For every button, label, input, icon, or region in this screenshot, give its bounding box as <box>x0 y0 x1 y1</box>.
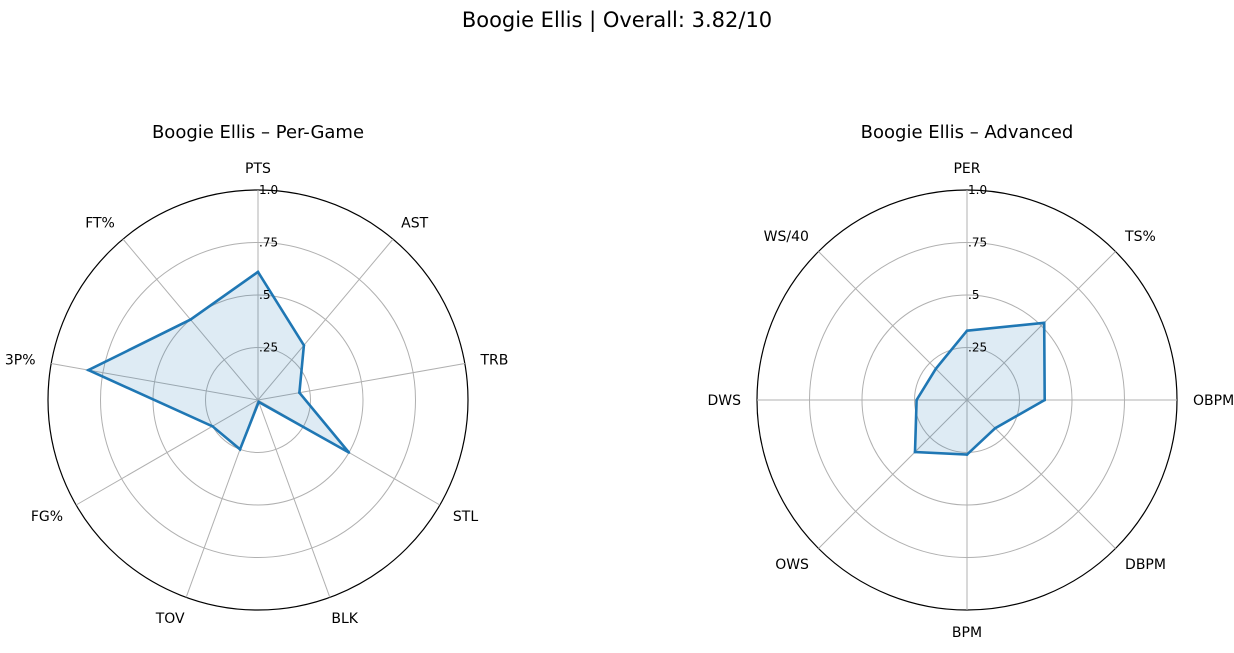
radar-point-trb <box>298 391 301 395</box>
axis-label-dws: DWS <box>707 393 741 409</box>
subplot-title: Boogie Ellis – Advanced <box>861 122 1074 143</box>
axis-label-bpm: BPM <box>952 625 982 641</box>
radar-spoke <box>75 399 259 506</box>
radar-point-blk <box>257 400 261 404</box>
radial-tick-label: .75 <box>259 236 278 250</box>
radial-tick-label: .5 <box>968 288 979 302</box>
radar-series-line <box>85 270 350 454</box>
radar-point-ws-40 <box>934 367 938 371</box>
axis-label-per: PER <box>953 161 980 177</box>
radial-tick-label: .5 <box>259 288 270 302</box>
axis-label-stl: STL <box>453 509 478 525</box>
radar-point-ast <box>302 344 306 347</box>
radar-point-bpm <box>965 453 969 456</box>
radar-spoke <box>51 363 259 401</box>
radar-point-dbpm <box>993 426 997 430</box>
radial-tick-label: 1.0 <box>259 183 278 197</box>
subplot-title: Boogie Ellis – Per-Game <box>152 122 364 143</box>
axis-label-tov: TOV <box>155 611 185 627</box>
axis-label-trb: TRB <box>479 353 508 369</box>
radial-tick-label: .25 <box>968 341 987 355</box>
axis-label-fg-pct: FG% <box>31 509 63 525</box>
radar-spoke <box>818 399 968 549</box>
radial-tick-label: 1.0 <box>968 183 987 197</box>
axis-label-blk: BLK <box>331 611 358 627</box>
radial-tick-label: .75 <box>968 236 987 250</box>
axis-label-ows: OWS <box>775 557 809 573</box>
radar-point-ft-pct <box>189 318 192 321</box>
radar-spoke <box>257 363 465 401</box>
radar-point-obpm <box>1043 398 1046 402</box>
radar-point-fg-pct <box>211 424 214 428</box>
radar-point-dws <box>915 398 918 402</box>
radar-area-fill <box>88 271 349 453</box>
axis-label-ws-40: WS/40 <box>764 229 809 245</box>
radar-point-pts <box>256 270 260 274</box>
radar-point-ts-pct <box>1042 321 1046 325</box>
radar-spoke <box>257 399 331 598</box>
axis-label-3p-pct: 3P% <box>5 353 36 369</box>
figure-title: Boogie Ellis | Overall: 3.82/10 <box>461 8 773 32</box>
radar-point-ows <box>913 450 917 454</box>
radar-spoke <box>966 399 1116 549</box>
radar-spoke <box>257 238 394 401</box>
axis-label-ast: AST <box>401 215 428 231</box>
axis-label-obpm: OBPM <box>1193 393 1234 409</box>
radar-point-per <box>965 329 969 333</box>
radar-spoke <box>966 251 1116 401</box>
axis-label-ts-pct: TS% <box>1124 229 1156 245</box>
radar-point-tov <box>238 448 242 451</box>
radial-tick-label: .25 <box>259 341 278 355</box>
radar-point-3p-pct <box>87 368 90 372</box>
axis-label-pts: PTS <box>245 161 271 177</box>
axis-label-dbpm: DBPM <box>1125 557 1166 573</box>
radar-point-stl <box>347 451 351 454</box>
radar-spoke <box>818 251 968 401</box>
axis-label-ft-pct: FT% <box>85 215 115 231</box>
